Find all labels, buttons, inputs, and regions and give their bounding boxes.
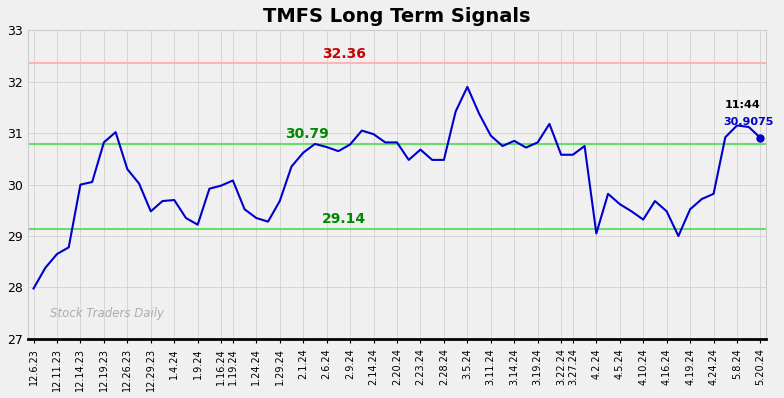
Title: TMFS Long Term Signals: TMFS Long Term Signals — [263, 7, 531, 26]
Text: Stock Traders Daily: Stock Traders Daily — [50, 307, 164, 320]
Text: 29.14: 29.14 — [321, 212, 366, 226]
Text: 11:44: 11:44 — [725, 100, 760, 109]
Text: 32.36: 32.36 — [322, 47, 365, 60]
Text: 30.9075: 30.9075 — [724, 117, 774, 127]
Text: 30.79: 30.79 — [285, 127, 328, 141]
